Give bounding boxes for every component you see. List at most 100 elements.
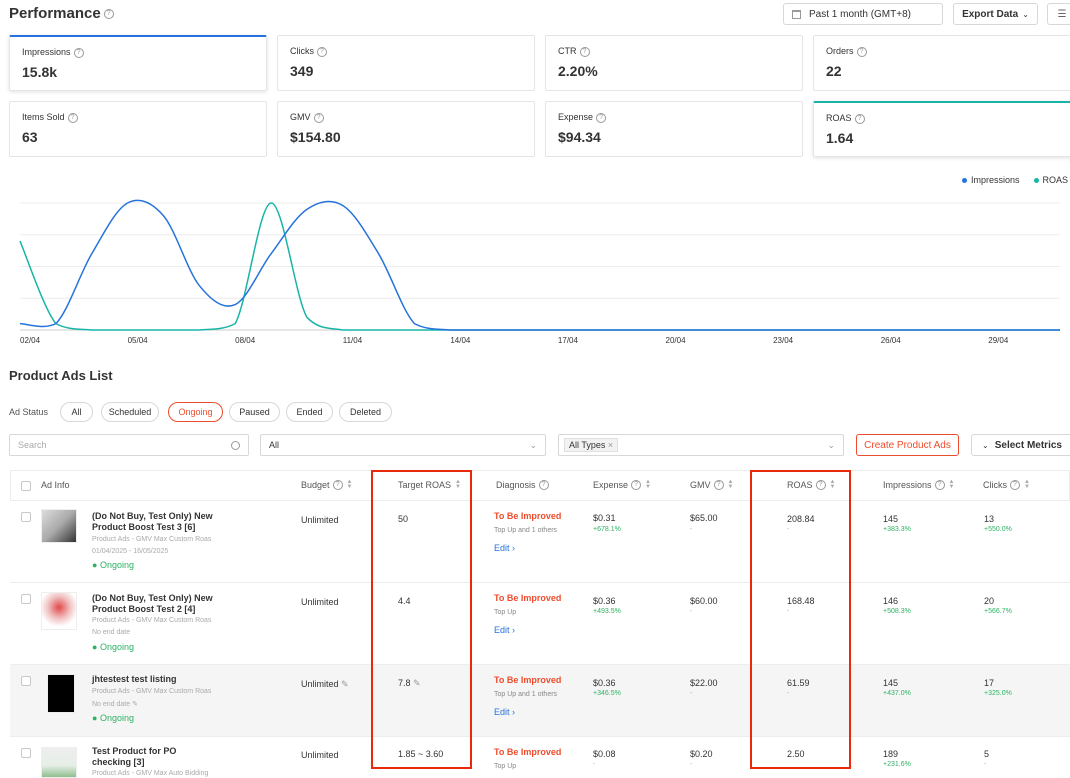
pencil-icon[interactable]: ✎ xyxy=(341,679,349,689)
metric-card-orders[interactable]: Orders? 22 xyxy=(813,35,1070,91)
export-label: Export Data xyxy=(962,8,1019,20)
help-icon: ? xyxy=(579,46,590,57)
column-label: Ad Info xyxy=(41,480,70,490)
chart-gridlines xyxy=(20,202,1060,331)
status-filter-label: Ongoing xyxy=(178,407,213,417)
edit-link[interactable]: Edit › xyxy=(494,707,516,717)
product-type-select[interactable]: All Types × ⌄ xyxy=(558,434,844,456)
help-icon: ? xyxy=(67,112,78,123)
row-checkbox[interactable] xyxy=(21,748,31,758)
status-label: Ongoing xyxy=(99,560,134,570)
column-roas[interactable]: ROAS? ▲ ▼ xyxy=(787,479,836,490)
metric-card-ctr[interactable]: CTR? 2.20% xyxy=(545,35,803,91)
target-roas-value: 4.4 xyxy=(398,596,411,606)
select-metrics-button[interactable]: ⌄ Select Metrics xyxy=(971,434,1070,456)
gmv-value: $65.00 xyxy=(690,513,718,523)
metric-card-expense[interactable]: Expense? $94.34 xyxy=(545,101,803,157)
ad-name[interactable]: (Do Not Buy, Test Only) New Product Boos… xyxy=(92,511,213,532)
status-filter-paused[interactable]: Paused xyxy=(229,402,280,422)
status-filter-ended[interactable]: Ended xyxy=(286,402,333,422)
edit-link[interactable]: Edit › xyxy=(494,625,516,635)
column-budget[interactable]: Budget? ▲ ▼ xyxy=(301,479,353,490)
ad-type-select[interactable]: All ⌄ xyxy=(260,434,546,456)
column-impressions[interactable]: Impressions? ▲ ▼ xyxy=(883,479,955,490)
metric-card-items-sold[interactable]: Items Sold? 63 xyxy=(9,101,267,157)
table-row[interactable] xyxy=(10,501,1070,583)
status-filter-deleted[interactable]: Deleted xyxy=(339,402,392,422)
column-gmv[interactable]: GMV? ▲ ▼ xyxy=(690,479,734,490)
export-data-button[interactable]: Export Data ⌄ xyxy=(953,3,1038,25)
status-filter-all[interactable]: All xyxy=(60,402,93,422)
metric-card-gmv[interactable]: GMV? $154.80 xyxy=(277,101,535,157)
metric-value: 349 xyxy=(290,62,314,79)
expense-value: $0.36 xyxy=(593,678,616,688)
create-product-ads-button[interactable]: Create Product Ads xyxy=(856,434,959,456)
metric-value: 1.64 xyxy=(826,129,854,146)
column-label: ROAS xyxy=(787,480,813,490)
ad-name[interactable]: jhtestest test listing xyxy=(92,674,177,684)
x-tick-label: 08/04 xyxy=(235,336,256,345)
sort-icon[interactable]: ▲ ▼ xyxy=(455,479,461,490)
sort-icon[interactable]: ▲ ▼ xyxy=(829,479,836,490)
menu-icon[interactable]: ☰ xyxy=(1047,3,1070,25)
search-icon xyxy=(231,440,240,450)
impressions-value: 189 xyxy=(883,749,899,759)
column-label: Diagnosis xyxy=(496,480,536,490)
diagnosis-detail: Top Up xyxy=(494,763,517,770)
search-input[interactable]: Search xyxy=(9,434,249,456)
gmv-delta: - xyxy=(690,761,693,768)
help-icon: ? xyxy=(713,480,724,490)
metric-value: 2.20% xyxy=(558,62,598,79)
all-types-tag[interactable]: All Types × xyxy=(564,438,619,452)
metric-card-roas[interactable]: ROAS? 1.64 xyxy=(813,101,1070,157)
product-thumbnail xyxy=(41,592,77,630)
impressions-series-line xyxy=(19,199,1060,331)
impressions-legend-dot xyxy=(962,177,967,183)
diagnosis-value: To Be Improved xyxy=(494,747,562,757)
clicks-delta: - xyxy=(984,761,987,768)
column-clicks[interactable]: Clicks? ▲ ▼ xyxy=(983,479,1030,490)
status-filter-ongoing[interactable]: Ongoing xyxy=(168,402,223,422)
row-checkbox[interactable] xyxy=(21,594,31,604)
row-checkbox[interactable] xyxy=(21,512,31,522)
roas-value: 208.84 xyxy=(787,514,815,524)
edit-link[interactable]: Edit › xyxy=(494,543,516,553)
date-range-picker[interactable]: Past 1 month (GMT+8) xyxy=(783,3,943,25)
status-label: Ongoing xyxy=(99,642,134,652)
table-row[interactable] xyxy=(10,583,1070,665)
metric-value: $154.80 xyxy=(290,128,341,145)
sort-icon[interactable]: ▲ ▼ xyxy=(948,479,955,490)
column-label: Target ROAS xyxy=(398,480,452,490)
diagnosis-value: To Be Improved xyxy=(494,511,562,521)
pencil-icon[interactable]: ✎ xyxy=(132,701,138,708)
close-icon[interactable]: × xyxy=(607,440,614,450)
column-expense[interactable]: Expense? ▲ ▼ xyxy=(593,479,651,490)
column-target-roas[interactable]: Target ROAS ▲ ▼ xyxy=(398,479,461,490)
pencil-icon[interactable]: ✎ xyxy=(413,678,421,688)
sort-icon[interactable]: ▲ ▼ xyxy=(346,479,353,490)
metric-label: GMV xyxy=(290,112,311,122)
clicks-value: 5 xyxy=(984,749,990,759)
metric-card-impressions[interactable]: Impressions? 15.8k xyxy=(9,35,267,91)
x-tick-label: 23/04 xyxy=(773,336,794,345)
sort-icon[interactable]: ▲ ▼ xyxy=(727,479,734,490)
row-checkbox[interactable] xyxy=(21,676,31,686)
help-icon: ? xyxy=(934,480,945,490)
status-filter-scheduled[interactable]: Scheduled xyxy=(101,402,159,422)
ad-name[interactable]: Test Product for PO checking [3] xyxy=(92,746,177,767)
metric-label: Orders xyxy=(826,46,854,56)
expense-delta: +346.5% xyxy=(593,690,621,697)
expense-value: $0.36 xyxy=(593,596,616,606)
sort-icon[interactable]: ▲ ▼ xyxy=(1024,479,1030,490)
ad-name[interactable]: (Do Not Buy, Test Only) New Product Boos… xyxy=(92,593,213,614)
sort-icon[interactable]: ▲ ▼ xyxy=(645,479,651,490)
help-icon[interactable]: ? xyxy=(103,9,114,20)
table-header xyxy=(10,470,1070,501)
table-row[interactable] xyxy=(10,665,1070,737)
edit-label: Edit xyxy=(494,707,510,717)
column-label: Expense xyxy=(593,480,629,490)
select-all-checkbox[interactable] xyxy=(21,481,31,491)
legend-label-roas: ROAS xyxy=(1042,175,1069,185)
metric-card-clicks[interactable]: Clicks? 349 xyxy=(277,35,535,91)
gmv-delta: - xyxy=(690,690,693,697)
